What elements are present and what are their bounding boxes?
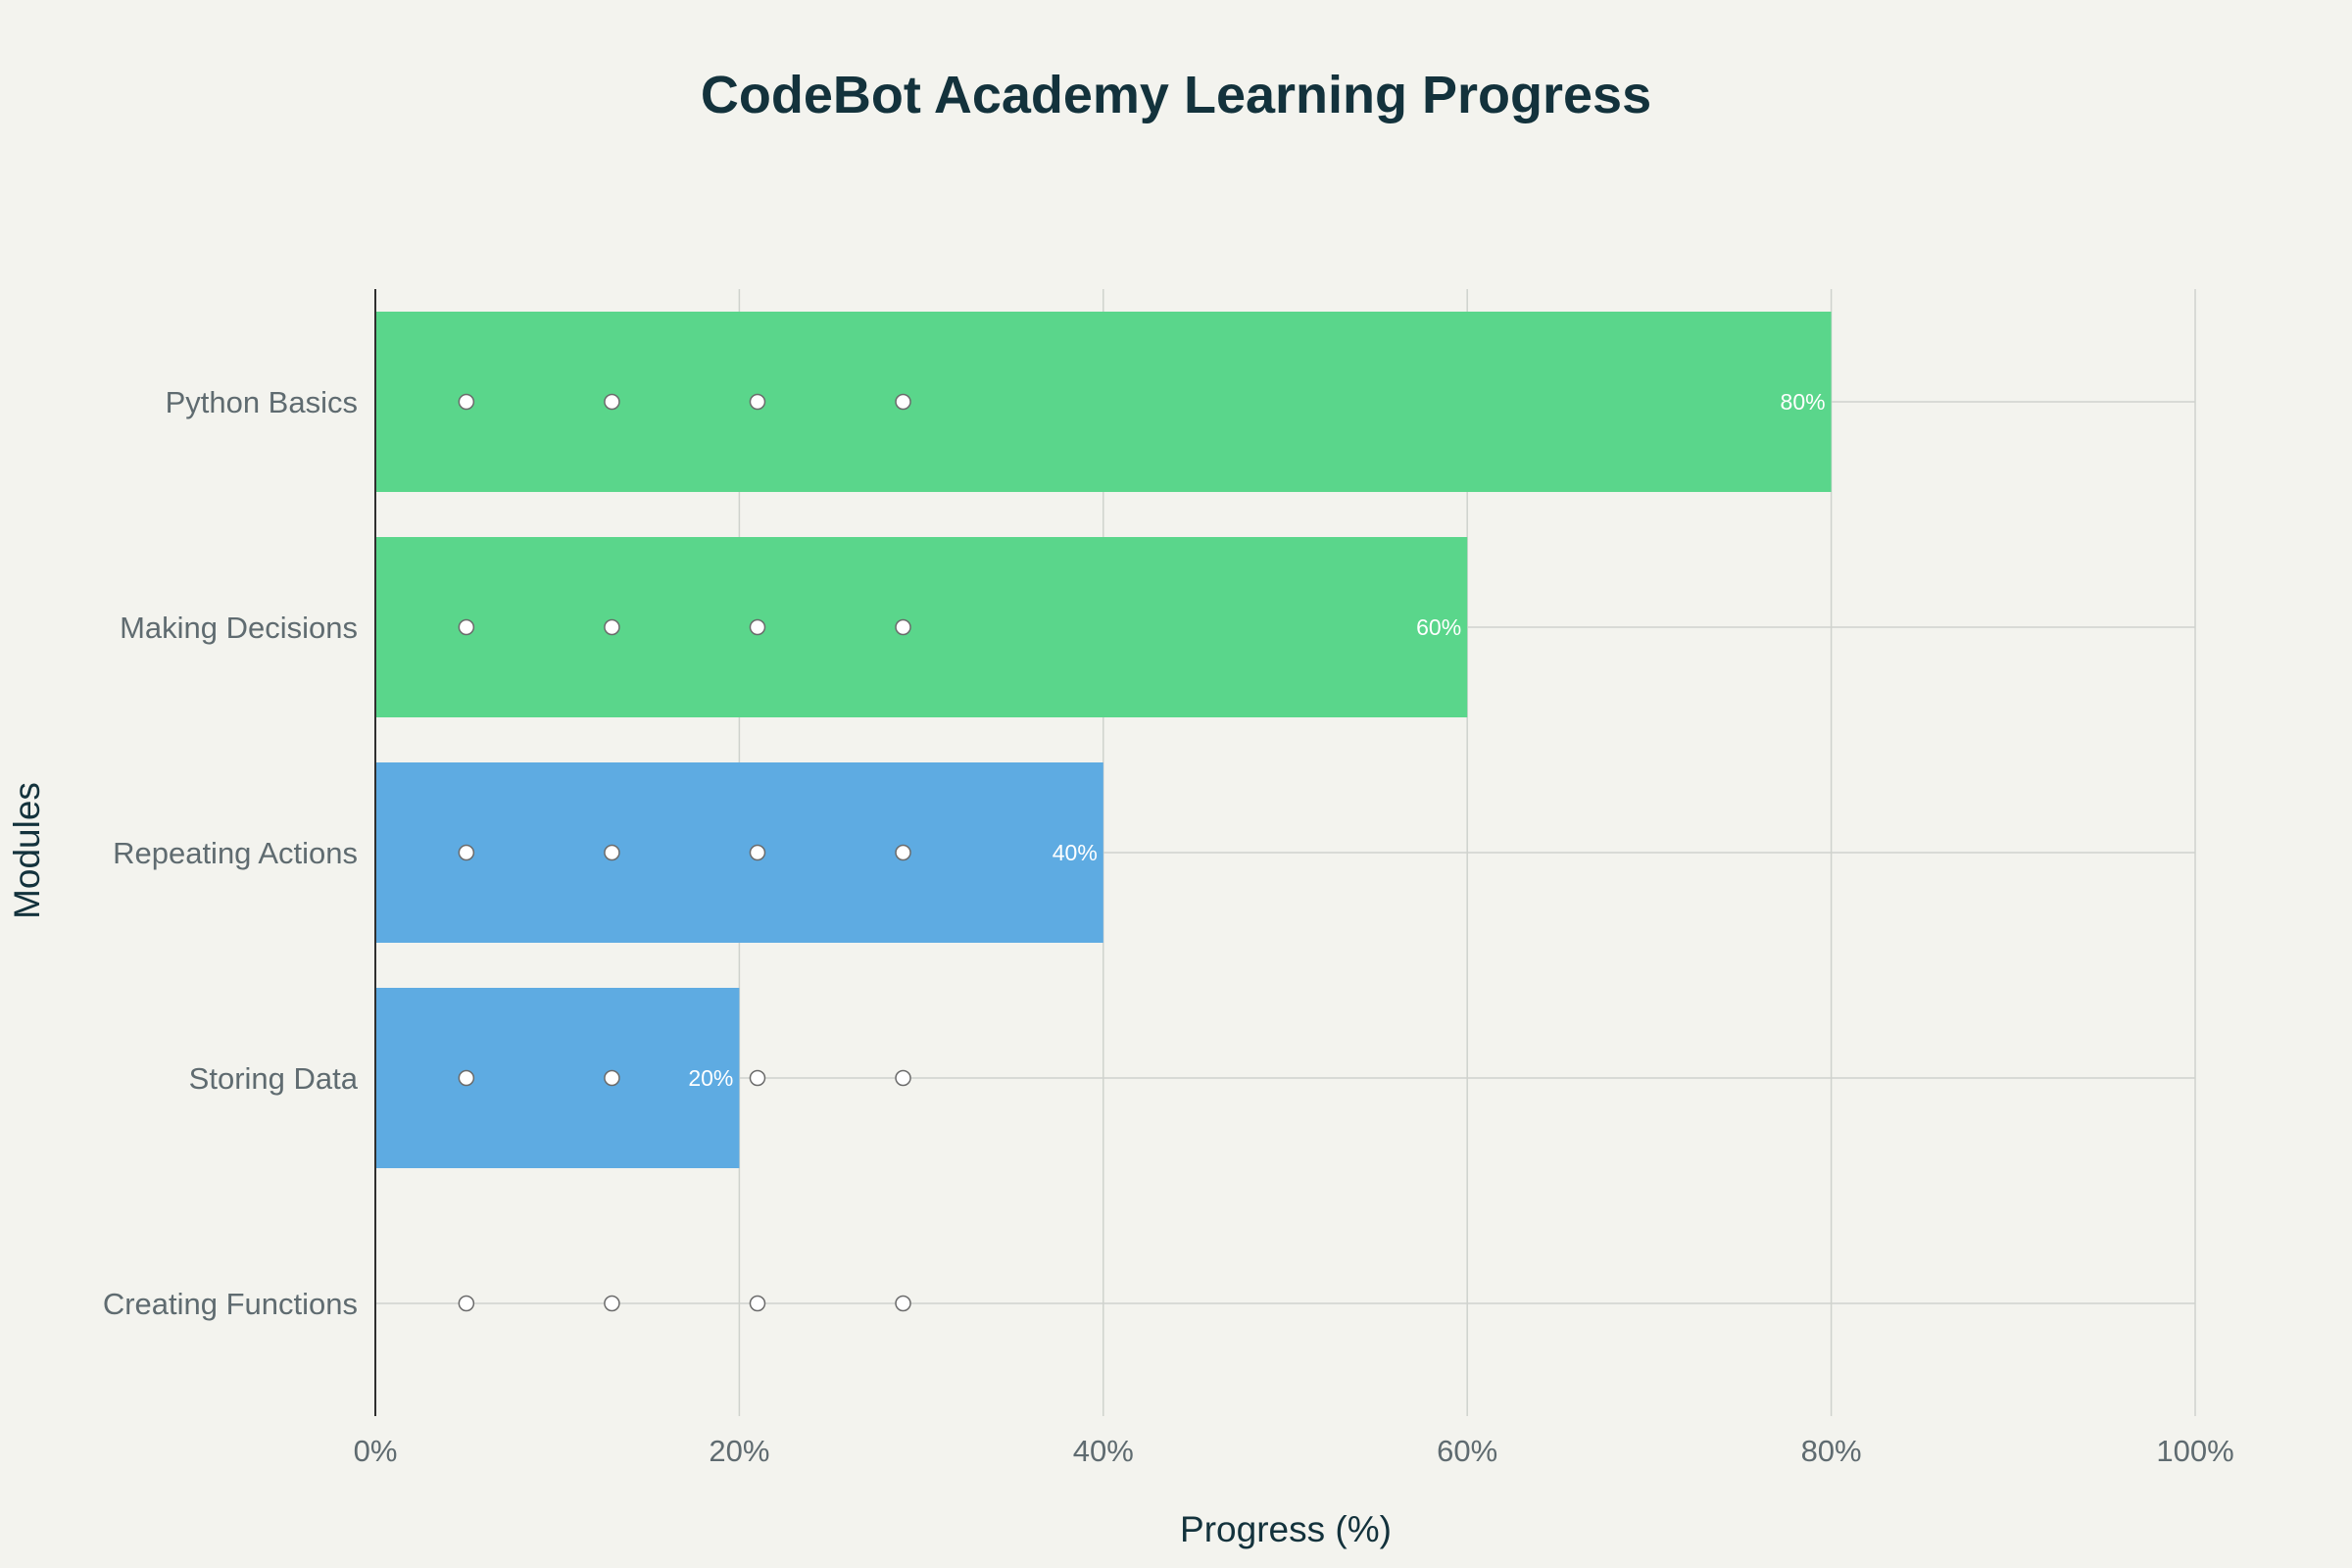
progress-marker	[458, 844, 475, 861]
progress-marker	[458, 1069, 475, 1087]
x-tick-label: 100%	[2156, 1434, 2233, 1468]
data-label: 20%	[688, 1065, 733, 1091]
progress-marker	[604, 618, 620, 636]
progress-marker	[895, 1295, 911, 1312]
data-labels: 80% 60% 40% 20%	[688, 389, 1825, 1091]
progress-marker	[749, 393, 766, 411]
y-tick-label: Making Decisions	[120, 611, 358, 645]
bar	[375, 988, 740, 1168]
progress-marker	[895, 618, 911, 636]
axes: 0% 20% 40% 60% 80% 100% Python Basics Making De…	[103, 289, 2234, 1468]
progress-marker	[604, 844, 620, 861]
progress-marker	[458, 393, 475, 411]
x-tick-label: 80%	[1801, 1434, 1862, 1468]
progress-marker	[604, 393, 620, 411]
y-tick-label: Storing Data	[189, 1061, 359, 1096]
bar	[375, 762, 1103, 943]
progress-marker	[604, 1069, 620, 1087]
progress-marker	[895, 844, 911, 861]
x-tick-label: 60%	[1437, 1434, 1497, 1468]
data-label: 40%	[1053, 840, 1098, 865]
y-axis-title: Modules	[7, 782, 47, 919]
progress-marker	[458, 618, 475, 636]
y-tick-label: Python Basics	[166, 385, 358, 419]
progress-marker	[458, 1295, 475, 1312]
x-tick-label: 0%	[354, 1434, 398, 1468]
progress-marker	[749, 1295, 766, 1312]
progress-marker	[895, 1069, 911, 1087]
x-tick-label: 20%	[709, 1434, 769, 1468]
progress-marker	[749, 618, 766, 636]
progress-marker	[604, 1295, 620, 1312]
bar	[375, 312, 1832, 492]
progress-markers	[458, 393, 911, 1312]
y-tick-label: Creating Functions	[103, 1287, 358, 1321]
bars	[375, 312, 1832, 1168]
progress-marker	[749, 844, 766, 861]
progress-marker	[749, 1069, 766, 1087]
data-label: 80%	[1781, 389, 1826, 415]
x-axis-title: Progress (%)	[1180, 1509, 1392, 1549]
y-tick-label: Repeating Actions	[113, 836, 358, 870]
x-tick-label: 40%	[1073, 1434, 1134, 1468]
progress-marker	[895, 393, 911, 411]
bar	[375, 537, 1468, 717]
chart-title: CodeBot Academy Learning Progress	[701, 66, 1651, 124]
data-label: 60%	[1416, 614, 1461, 640]
